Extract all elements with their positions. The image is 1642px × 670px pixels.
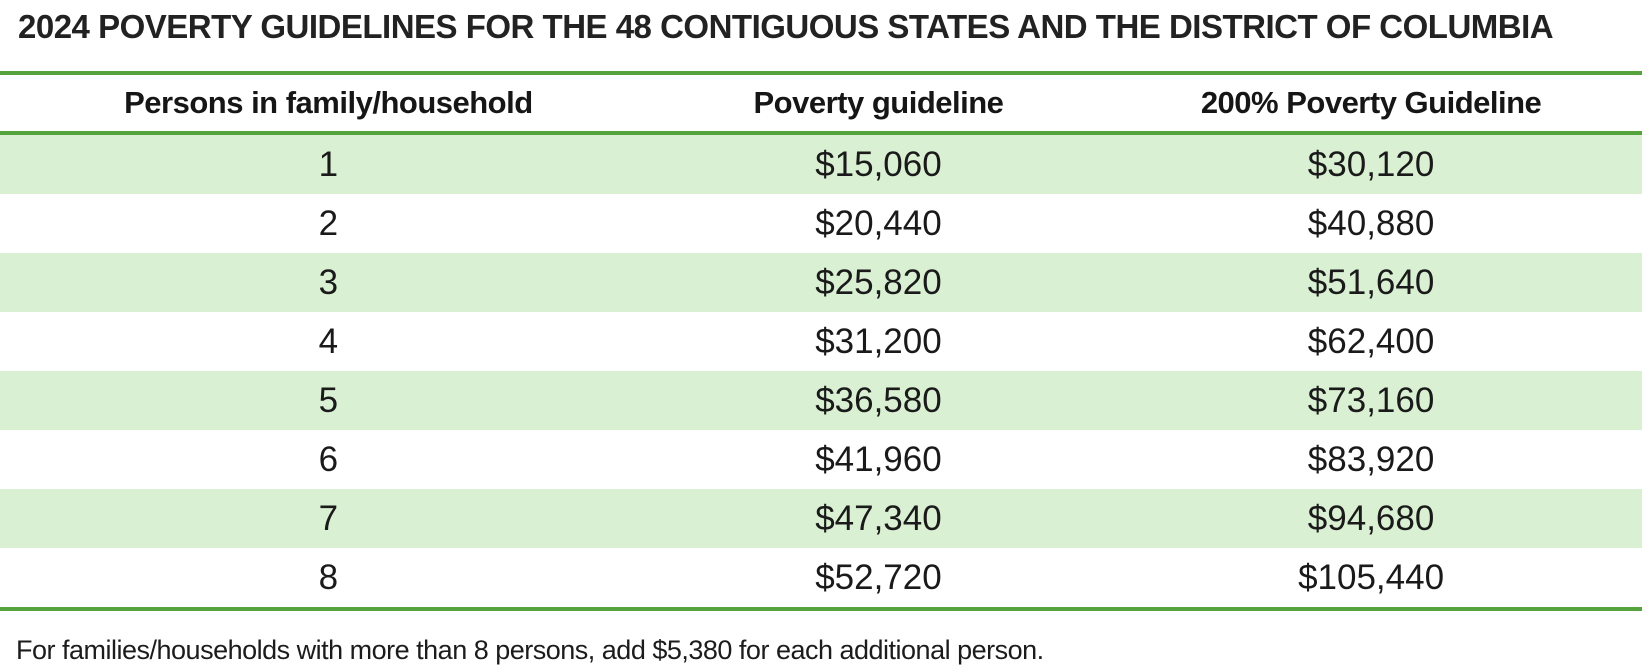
table-row: 7 $47,340 $94,680 <box>0 489 1642 548</box>
guideline-cell: $15,060 <box>656 133 1101 194</box>
persons-cell: 4 <box>0 312 657 371</box>
guideline-200-cell: $30,120 <box>1100 133 1642 194</box>
guideline-cell: $20,440 <box>656 194 1101 253</box>
persons-cell: 1 <box>0 133 657 194</box>
guideline-cell: $31,200 <box>656 312 1101 371</box>
guideline-200-cell: $40,880 <box>1100 194 1642 253</box>
guideline-cell: $25,820 <box>656 253 1101 312</box>
persons-cell: 7 <box>0 489 657 548</box>
persons-cell: 2 <box>0 194 657 253</box>
table-header-row: Persons in family/household Poverty guid… <box>0 75 1642 135</box>
guideline-200-cell: $62,400 <box>1100 312 1642 371</box>
guideline-200-cell: $73,160 <box>1100 371 1642 430</box>
table-bottom-divider-line <box>0 607 1642 611</box>
title-divider-line <box>0 71 1642 75</box>
persons-cell: 3 <box>0 253 657 312</box>
guideline-200-cell: $94,680 <box>1100 489 1642 548</box>
column-header-poverty-guideline: Poverty guideline <box>656 75 1101 135</box>
table-row: 8 $52,720 $105,440 <box>0 548 1642 607</box>
page-title: 2024 POVERTY GUIDELINES FOR THE 48 CONTI… <box>18 8 1554 45</box>
column-header-200-percent-guideline: 200% Poverty Guideline <box>1100 75 1642 135</box>
table-row: 1 $15,060 $30,120 <box>0 133 1642 194</box>
table-row: 5 $36,580 $73,160 <box>0 371 1642 430</box>
persons-cell: 6 <box>0 430 657 489</box>
guideline-200-cell: $51,640 <box>1100 253 1642 312</box>
guideline-200-cell: $105,440 <box>1100 548 1642 607</box>
guideline-cell: $36,580 <box>656 371 1101 430</box>
guideline-200-cell: $83,920 <box>1100 430 1642 489</box>
table-row: 3 $25,820 $51,640 <box>0 253 1642 312</box>
footer-note: For families/households with more than 8… <box>16 635 1044 665</box>
table-row: 4 $31,200 $62,400 <box>0 312 1642 371</box>
column-header-persons: Persons in family/household <box>0 75 657 135</box>
guideline-cell: $47,340 <box>656 489 1101 548</box>
poverty-guidelines-table: Persons in family/household Poverty guid… <box>0 75 1642 607</box>
table-row: 2 $20,440 $40,880 <box>0 194 1642 253</box>
table-row: 6 $41,960 $83,920 <box>0 430 1642 489</box>
guideline-cell: $52,720 <box>656 548 1101 607</box>
persons-cell: 8 <box>0 548 657 607</box>
persons-cell: 5 <box>0 371 657 430</box>
guideline-cell: $41,960 <box>656 430 1101 489</box>
